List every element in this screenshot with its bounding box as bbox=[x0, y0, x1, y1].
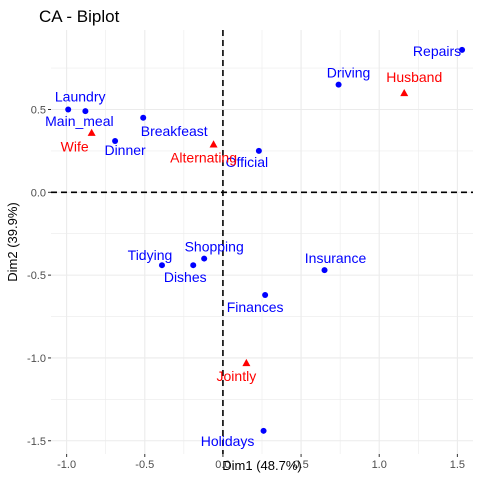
point-repairs bbox=[459, 46, 466, 53]
x-axis-title: Dim1 (48.7%) bbox=[222, 458, 301, 473]
y-tick-label: -0.5 bbox=[27, 270, 46, 282]
label-official: Official bbox=[226, 154, 269, 170]
x-tick-label: 0.5 bbox=[293, 459, 308, 471]
data-labels: Laundry Main_meal Dinner Breakfeast Tidying D… bbox=[45, 43, 461, 449]
point-tidying bbox=[158, 262, 165, 269]
label-repairs: Repairs bbox=[413, 43, 461, 59]
label-dishes: Dishes bbox=[164, 269, 207, 285]
point-dishes bbox=[190, 262, 197, 269]
point-finances bbox=[262, 292, 269, 298]
label-wife: Wife bbox=[61, 139, 89, 155]
y-tick-label: 0.5 bbox=[31, 105, 46, 117]
y-tick-label: -1.0 bbox=[27, 353, 46, 365]
label-insurance: Insurance bbox=[305, 250, 367, 266]
point-wife bbox=[87, 128, 96, 136]
x-tick-label: -1.0 bbox=[57, 459, 76, 471]
point-laundry bbox=[65, 106, 72, 113]
label-alternating: Alternating bbox=[170, 149, 237, 165]
label-driving: Driving bbox=[327, 65, 371, 81]
chart-title: CA - Biplot bbox=[39, 7, 120, 26]
label-main-meal: Main_meal bbox=[45, 113, 113, 129]
label-tidying: Tidying bbox=[128, 247, 173, 263]
point-husband bbox=[400, 88, 409, 97]
label-husband: Husband bbox=[386, 69, 442, 85]
x-tick-label: 1.0 bbox=[372, 459, 387, 471]
label-jointly: Jointly bbox=[217, 368, 257, 384]
point-alternating bbox=[209, 140, 218, 148]
y-tick-label: 0.0 bbox=[31, 187, 46, 199]
label-laundry: Laundry bbox=[55, 89, 106, 105]
y-axis-ticks: -1.5 -1.0 -0.5 0.0 0.5 bbox=[27, 105, 51, 448]
reference-lines bbox=[51, 30, 473, 454]
label-dinner: Dinner bbox=[104, 142, 146, 158]
point-holidays bbox=[260, 427, 267, 434]
point-shopping bbox=[201, 255, 208, 262]
label-shopping: Shopping bbox=[185, 239, 244, 255]
point-jointly bbox=[242, 358, 251, 367]
y-tick-label: -1.5 bbox=[27, 436, 46, 448]
label-holidays: Holidays bbox=[201, 433, 255, 449]
point-driving bbox=[335, 81, 342, 88]
point-breakfeast bbox=[140, 114, 147, 121]
label-finances: Finances bbox=[227, 299, 284, 315]
x-axis-ticks: -1.0 -0.5 0.0 0.5 1.0 1.5 bbox=[57, 454, 465, 471]
point-insurance bbox=[321, 267, 328, 274]
point-dinner bbox=[112, 137, 119, 144]
label-breakfeast: Breakfeast bbox=[141, 123, 208, 139]
point-official bbox=[255, 147, 262, 154]
data-points bbox=[65, 46, 466, 434]
y-axis-title: Dim2 (39.9%) bbox=[5, 202, 20, 281]
x-tick-label: 0.0 bbox=[215, 459, 230, 471]
x-tick-label: -0.5 bbox=[135, 459, 154, 471]
point-main-meal bbox=[82, 108, 89, 115]
x-tick-label: 1.5 bbox=[450, 459, 465, 471]
